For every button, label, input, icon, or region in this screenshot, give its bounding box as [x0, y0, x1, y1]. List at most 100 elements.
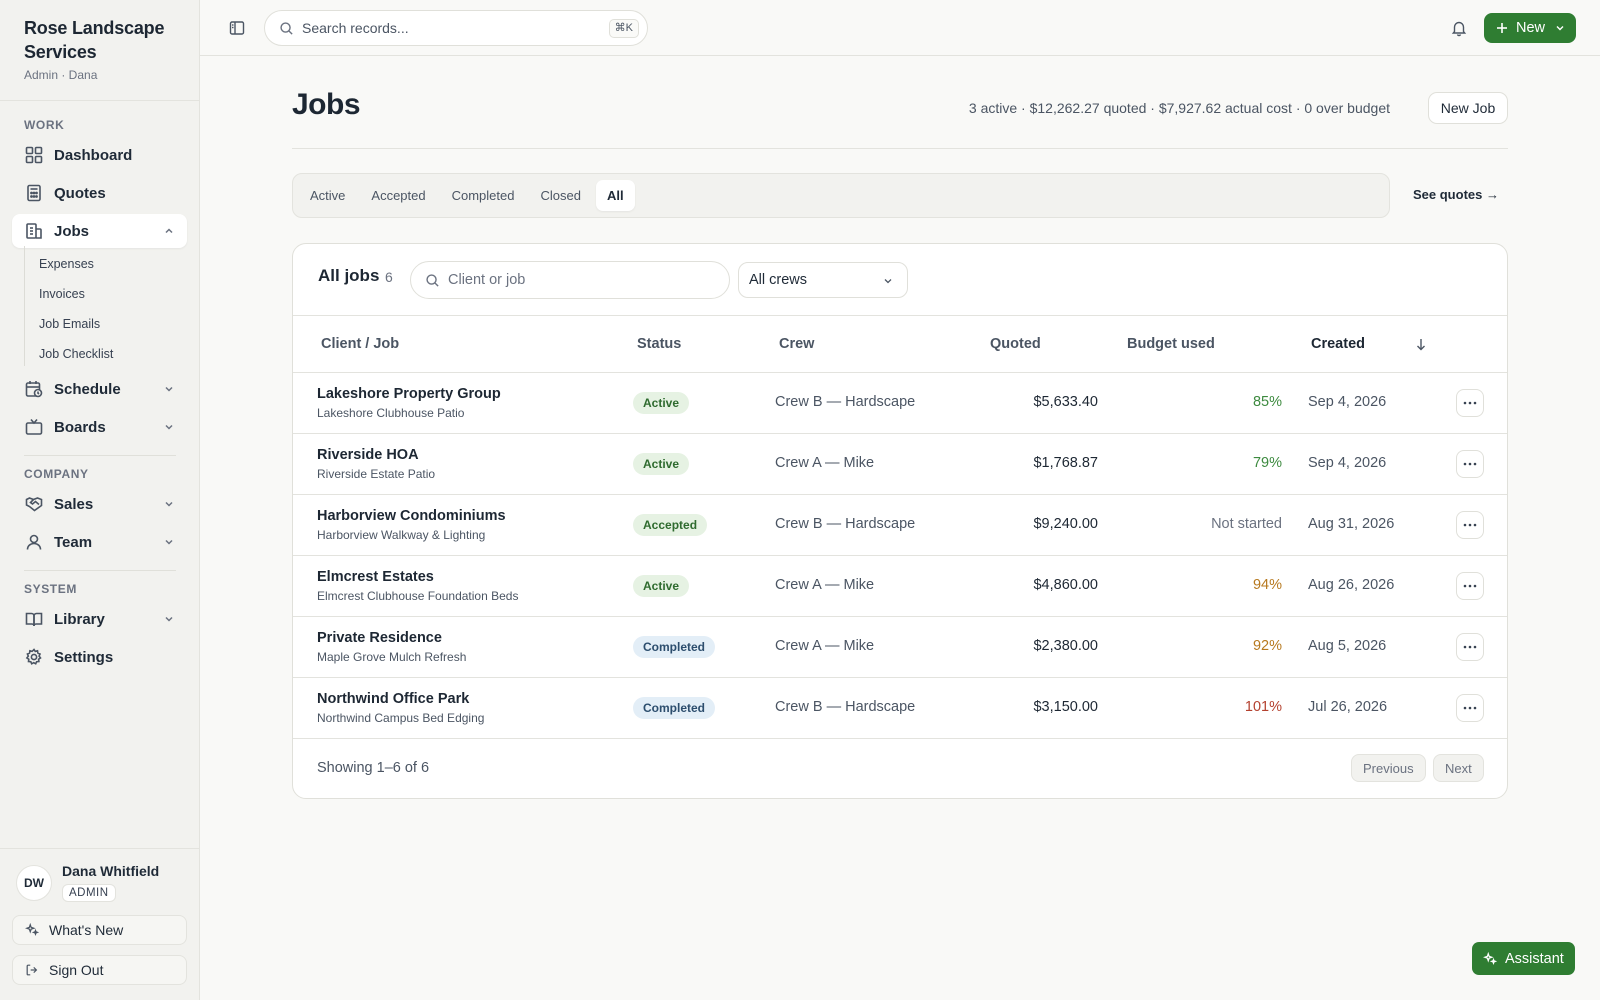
topbar: ⌘K New [200, 0, 1600, 56]
sidebar-subitem-expenses[interactable]: Expenses [39, 257, 94, 271]
crew-filter-value: All crews [749, 272, 808, 288]
client-job-search-input[interactable] [448, 272, 708, 288]
created-date: Sep 4, 2026 [1308, 455, 1387, 471]
sidebar-item-dashboard[interactable]: Dashboard [12, 138, 187, 172]
assistant-button[interactable]: Assistant [1472, 942, 1575, 975]
created-date: Sep 4, 2026 [1308, 394, 1387, 410]
new-button-label: New [1516, 20, 1546, 36]
bell-icon[interactable] [1450, 19, 1468, 37]
more-horizontal-icon [1463, 401, 1477, 405]
sidebar-item-label: Boards [54, 418, 106, 436]
column-header-status[interactable]: Status [637, 336, 682, 352]
status-badge: Completed [633, 697, 716, 719]
more-horizontal-icon [1463, 462, 1477, 466]
previous-page-button[interactable]: Previous [1351, 754, 1426, 782]
table-row[interactable]: Elmcrest Estates Elmcrest Clubhouse Found… [293, 556, 1507, 617]
client-name[interactable]: Riverside HOA [317, 447, 419, 463]
sidebar-item-team[interactable]: Team [12, 525, 187, 559]
column-header-client[interactable]: Client / Job [321, 336, 400, 352]
pagination-summary: Showing 1–6 of 6 [317, 760, 430, 776]
table-row[interactable]: Riverside HOA Riverside Estate Patio Activ… [293, 434, 1507, 495]
sidebar-item-sales[interactable]: Sales [12, 487, 187, 521]
global-search[interactable]: ⌘K [264, 10, 648, 46]
tab-completed[interactable]: Completed [451, 188, 515, 203]
table-row[interactable]: Private Residence Maple Grove Mulch Refre… [293, 617, 1507, 678]
chevron-down-icon [884, 279, 892, 284]
created-date: Aug 5, 2026 [1308, 638, 1387, 654]
client-name[interactable]: Private Residence [317, 630, 442, 646]
column-header-created[interactable]: Created [1311, 336, 1365, 352]
client-name[interactable]: Elmcrest Estates [317, 569, 434, 585]
sidebar-subitem-job-emails[interactable]: Job Emails [39, 317, 101, 331]
jobs-table-card: All jobs 6 All crews Client / Job Status… [292, 243, 1508, 799]
row-actions-button[interactable] [1456, 450, 1484, 478]
status-tabs: Active Accepted Completed Closed All [292, 173, 1390, 218]
status-badge: Accepted [633, 514, 708, 536]
tab-all[interactable]: All [595, 180, 635, 211]
new-job-button[interactable]: New Job [1428, 92, 1508, 124]
client-name[interactable]: Lakeshore Property Group [317, 386, 501, 402]
plus-icon [1497, 23, 1507, 33]
crew-filter-select[interactable]: All crews [738, 262, 908, 298]
row-actions-button[interactable] [1456, 633, 1484, 661]
sidebar-divider [24, 455, 176, 456]
table-body: Lakeshore Property Group Lakeshore Clubho… [293, 373, 1507, 739]
see-quotes-link[interactable]: See quotes → [1413, 187, 1499, 202]
column-header-crew[interactable]: Crew [779, 336, 815, 352]
job-name: Elmcrest Clubhouse Foundation Beds [317, 589, 519, 603]
sidebar-subitem-job-checklist[interactable]: Job Checklist [39, 347, 114, 361]
column-header-budget[interactable]: Budget used [1127, 336, 1215, 352]
table-search[interactable] [410, 261, 730, 299]
tab-active[interactable]: Active [310, 188, 346, 203]
whats-new-label: What's New [49, 922, 124, 938]
budget-used: 101% [1244, 699, 1282, 715]
shortcut-hint: ⌘K [608, 19, 639, 38]
avatar[interactable]: DW [16, 865, 52, 901]
sidebar-item-label: Library [54, 610, 105, 628]
crew-name: Crew B — Hardscape [775, 394, 916, 410]
budget-used: Not started [1211, 516, 1282, 532]
client-name[interactable]: Harborview Condominiums [317, 508, 506, 524]
chevron-up-icon [165, 228, 173, 234]
budget-used: 79% [1252, 455, 1282, 471]
sidebar-item-library[interactable]: Library [12, 602, 187, 636]
column-header-quoted[interactable]: Quoted [990, 336, 1041, 352]
sidebar-item-label: Settings [54, 648, 114, 666]
sidebar-item-boards[interactable]: Boards [12, 410, 187, 444]
table-row[interactable]: Northwind Office Park Northwind Campus Be… [293, 678, 1507, 739]
row-actions-button[interactable] [1456, 389, 1484, 417]
next-page-button[interactable]: Next [1433, 754, 1484, 782]
sidebar-subitem-invoices[interactable]: Invoices [39, 287, 85, 301]
sidebar-item-jobs[interactable]: Jobs [12, 214, 187, 248]
search-input[interactable] [302, 20, 592, 36]
quoted-amount: $4,860.00 [1033, 577, 1098, 593]
job-name: Maple Grove Mulch Refresh [317, 650, 467, 664]
job-name: Lakeshore Clubhouse Patio [317, 406, 465, 420]
sidebar-toggle-icon[interactable] [229, 20, 245, 36]
tab-accepted[interactable]: Accepted [371, 188, 426, 203]
brand: Rose Landscape Services Admin · Dana [0, 0, 199, 101]
row-actions-button[interactable] [1456, 511, 1484, 539]
quoted-amount: $3,150.00 [1033, 699, 1098, 715]
budget-used: 94% [1252, 577, 1282, 593]
sidebar-item-schedule[interactable]: Schedule [12, 372, 187, 406]
row-actions-button[interactable] [1456, 572, 1484, 600]
client-name[interactable]: Northwind Office Park [317, 691, 470, 707]
created-date: Aug 26, 2026 [1308, 577, 1395, 593]
quoted-amount: $9,240.00 [1033, 516, 1098, 532]
sort-descending-icon[interactable] [1415, 338, 1427, 351]
sign-out-button[interactable]: Sign Out [12, 955, 187, 985]
whats-new-button[interactable]: What's New [12, 915, 187, 945]
tab-closed[interactable]: Closed [540, 188, 581, 203]
budget-used: 92% [1252, 638, 1282, 654]
table-row[interactable]: Lakeshore Property Group Lakeshore Clubho… [293, 373, 1507, 434]
user-panel: DW Dana Whitfield ADMIN What's New Sign … [0, 848, 199, 1000]
sidebar-item-quotes[interactable]: Quotes [12, 176, 187, 210]
more-horizontal-icon [1463, 706, 1477, 710]
sidebar-item-settings[interactable]: Settings [12, 640, 187, 674]
row-actions-button[interactable] [1456, 694, 1484, 722]
budget-used: 85% [1252, 394, 1282, 410]
table-row[interactable]: Harborview Condominiums Harborview Walkwa… [293, 495, 1507, 556]
status-badge: Completed [633, 636, 716, 658]
new-dropdown-button[interactable]: New [1484, 13, 1576, 43]
